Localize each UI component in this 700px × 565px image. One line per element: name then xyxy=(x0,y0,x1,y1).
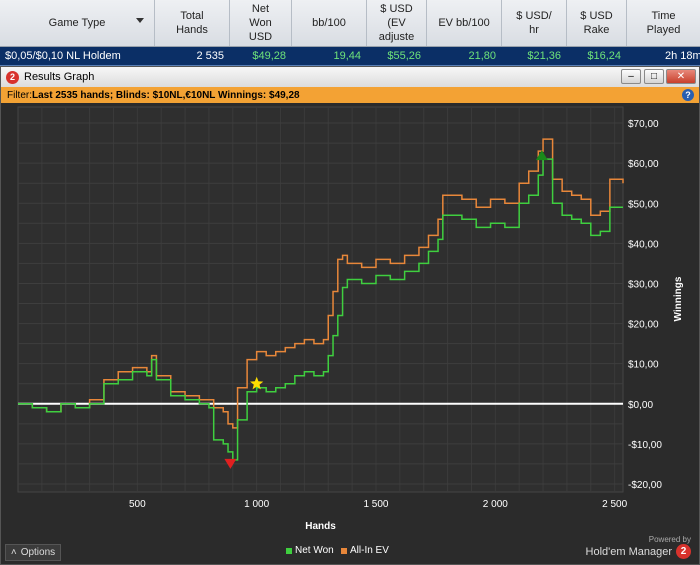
column-header-net-won[interactable]: Net Won USD xyxy=(230,0,292,46)
x-axis-title: Hands xyxy=(305,521,336,532)
cell-rake: $16,24 xyxy=(587,50,621,62)
y-tick-label: $10,00 xyxy=(628,360,659,371)
brand-name: Hold'em Manager xyxy=(585,545,672,558)
legend-item-net-won: Net Won xyxy=(286,545,334,556)
cell-time-played: 2h 18m xyxy=(665,50,700,62)
y-axis-title: Winnings xyxy=(673,276,684,321)
restore-button[interactable]: □ xyxy=(644,69,664,84)
cell-ev-adjusted: $55,26 xyxy=(387,50,421,62)
filter-bar[interactable]: Filter: Last 2535 hands; Blinds: $10NL,€… xyxy=(1,87,699,103)
window-titlebar[interactable]: 2 Results Graph – □ ✕ xyxy=(1,67,699,87)
x-tick-label: 2 000 xyxy=(483,499,508,510)
filter-text: Last 2535 hands; Blinds: $10NL,€10NL Win… xyxy=(32,89,300,101)
legend-label-all-in-ev: All-In EV xyxy=(350,545,389,556)
results-chart: -$20,00 -$10,00 $0,00 $10,00 $20,00 $30,00 $40… xyxy=(17,106,684,532)
x-tick-label: 1 000 xyxy=(244,499,269,510)
window-title: Results Graph xyxy=(24,71,95,83)
worst-point-marker xyxy=(224,458,237,469)
cell-total-hands: 2 535 xyxy=(196,50,224,62)
column-header-label: $ USD Rake xyxy=(580,10,613,36)
y-tick-label: $50,00 xyxy=(628,199,659,210)
table-row[interactable]: $0,05/$0,10 NL Holdem 2 535 $49,28 19,44… xyxy=(0,47,700,66)
column-header-label: $ USD (EV adjuste xyxy=(378,3,415,43)
column-header-label: Time Played xyxy=(646,10,681,36)
plot-area xyxy=(17,106,624,493)
series-line-net-won xyxy=(18,158,623,461)
legend-swatch-all-in-ev xyxy=(341,547,347,554)
column-header-usd-hr[interactable]: $ USD/ hr xyxy=(502,0,567,46)
y-tick-label: -$20,00 xyxy=(628,480,662,491)
results-graph-window: 2 Results Graph – □ ✕ Filter: Last 2535 … xyxy=(0,66,700,565)
x-tick-label: 1 500 xyxy=(363,499,388,510)
y-tick-label: $20,00 xyxy=(628,320,659,331)
legend-label-net-won: Net Won xyxy=(295,545,334,556)
column-header-label: EV bb/100 xyxy=(438,17,490,29)
y-tick-label: -$10,00 xyxy=(628,440,662,451)
chevron-up-icon: ˄ xyxy=(10,547,17,558)
legend-swatch-net-won xyxy=(286,547,292,554)
holdem-manager-logo-icon: 2 xyxy=(676,544,691,559)
close-button[interactable]: ✕ xyxy=(666,69,696,84)
column-header-time-played[interactable]: Time Played xyxy=(627,0,700,46)
cell-ev-bb100: 21,80 xyxy=(468,50,496,62)
best-point-marker xyxy=(535,150,548,161)
y-tick-label: $0,00 xyxy=(628,400,653,411)
cell-usd-hr: $21,36 xyxy=(527,50,561,62)
help-icon[interactable]: ? xyxy=(682,89,694,101)
column-header-label: Net Won USD xyxy=(248,3,273,43)
cell-game-type: $0,05/$0,10 NL Holdem xyxy=(5,50,121,62)
cell-bb100: 19,44 xyxy=(333,50,361,62)
minimize-button[interactable]: – xyxy=(621,69,641,84)
powered-by-text: Powered by xyxy=(648,535,691,544)
options-button[interactable]: ˄ Options xyxy=(5,544,61,561)
column-header-bb100[interactable]: bb/100 xyxy=(292,0,367,46)
column-header-total-hands[interactable]: Total Hands xyxy=(155,0,230,46)
x-tick-label: 2 500 xyxy=(602,499,627,510)
column-header-label: Total Hands xyxy=(176,10,208,36)
dropdown-arrow-icon[interactable] xyxy=(136,18,144,23)
column-header-ev-bb100[interactable]: EV bb/100 xyxy=(427,0,502,46)
legend-item-all-in-ev: All-In EV xyxy=(341,545,389,556)
y-tick-label: $70,00 xyxy=(628,119,659,130)
x-tick-label: 500 xyxy=(129,499,146,510)
stats-table-header: Game Type Total Hands Net Won USD bb/100… xyxy=(0,0,700,47)
column-header-label: $ USD/ hr xyxy=(516,10,552,36)
column-header-label: Game Type xyxy=(48,17,106,29)
y-tick-label: $30,00 xyxy=(628,279,659,290)
holdem-manager-icon: 2 xyxy=(6,70,19,84)
branding: Powered by Hold'em Manager 2 xyxy=(586,535,691,559)
column-header-ev-adjusted[interactable]: $ USD (EV adjuste xyxy=(367,0,427,46)
filter-prefix: Filter: xyxy=(7,89,32,101)
column-header-label: bb/100 xyxy=(312,17,346,29)
y-tick-label: $40,00 xyxy=(628,239,659,250)
brand: Hold'em Manager 2 xyxy=(586,544,691,559)
cell-net-won: $49,28 xyxy=(252,50,286,62)
column-header-game-type[interactable]: Game Type xyxy=(0,0,155,46)
star-marker xyxy=(250,376,264,390)
column-header-rake[interactable]: $ USD Rake xyxy=(567,0,627,46)
options-label: Options xyxy=(20,547,56,558)
y-tick-label: $60,00 xyxy=(628,159,659,170)
